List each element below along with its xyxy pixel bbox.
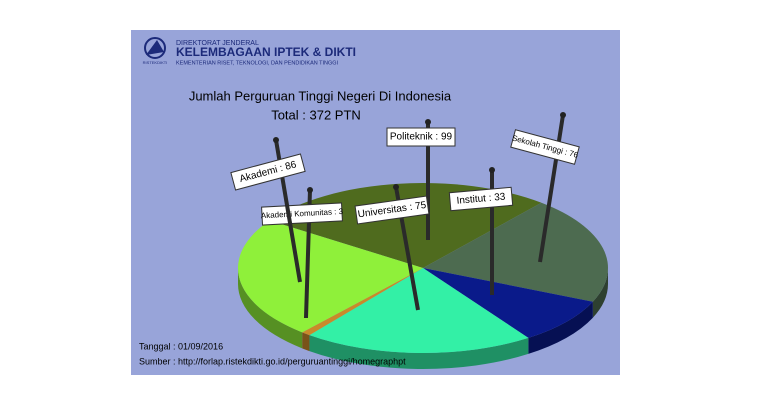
logo-text: RISTEKDIKTI <box>143 60 168 65</box>
board <box>448 186 514 212</box>
chart-title: Jumlah Perguruan Tinggi Negeri Di Indone… <box>189 88 452 103</box>
slice-side <box>238 268 303 349</box>
board <box>510 129 580 165</box>
signpost-cap <box>307 187 313 193</box>
ministry: KEMENTERIAN RISET, TEKNOLOGI, DAN PENDID… <box>176 60 339 66</box>
signpost-cap <box>560 112 566 118</box>
logo <box>144 37 166 59</box>
slice <box>309 268 529 353</box>
data-label: Akademi Komunitas : 3 <box>261 207 344 220</box>
data-label: Institut : 33 <box>456 191 506 206</box>
logo-mark <box>146 40 164 55</box>
slice-side <box>302 332 310 352</box>
date: Tanggal : 01/09/2016 <box>139 341 223 351</box>
chart-subtitle: Total : 372 PTN <box>271 107 361 122</box>
slice <box>237 220 423 333</box>
slice <box>423 202 608 302</box>
org-top: DIREKTORAT JENDERAL <box>176 40 259 47</box>
slice-side <box>592 268 608 318</box>
slice <box>423 268 593 338</box>
board <box>386 127 456 147</box>
signpost-board: Sekolah Tinggi : 76 <box>510 129 580 165</box>
signposts: Politeknik : 99 Sekolah Tinggi : 76 Instit… <box>230 112 580 319</box>
logo-ring <box>144 37 166 59</box>
board <box>230 153 306 191</box>
signpost-board: Akademi Komunitas : 3 <box>261 202 344 226</box>
source: Sumber : http://forlap.ristekdikti.go.id… <box>139 356 406 366</box>
org-name: KELEMBAGAAN IPTEK & DIKTI <box>176 45 356 59</box>
board <box>261 202 343 226</box>
signpost-cap <box>425 119 431 125</box>
slice-side <box>309 335 529 370</box>
signpost-board: Institut : 33 <box>448 186 514 212</box>
slice <box>302 268 423 336</box>
slice-side <box>528 301 593 354</box>
signpost-stick <box>538 114 565 263</box>
signpost-cap <box>273 137 279 143</box>
signpost-cap <box>393 184 399 190</box>
signpost-board: Universitas : 75 <box>354 195 430 225</box>
signpost-cap <box>489 167 495 173</box>
data-label: Politeknik : 99 <box>390 132 453 143</box>
signpost-board: Politeknik : 99 <box>386 127 456 147</box>
board <box>354 195 430 225</box>
